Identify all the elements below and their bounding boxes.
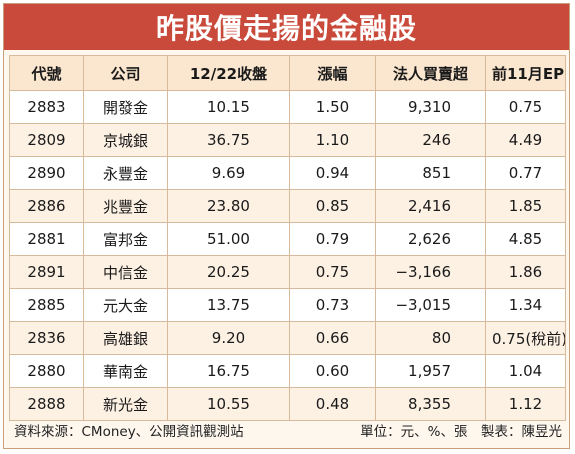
cell-net-trade: 851: [375, 156, 486, 190]
source-note: 資料來源：CMoney、公開資訊觀測站: [14, 424, 244, 440]
cell-company: 新光金: [83, 387, 168, 421]
cell-close: 20.25: [167, 255, 290, 289]
cell-net-trade: 246: [375, 123, 486, 157]
cell-change: 0.75: [289, 255, 376, 289]
cell-code: 2891: [9, 255, 84, 289]
cell-close: 9.20: [167, 321, 290, 355]
cell-change: 0.85: [289, 189, 376, 223]
cell-change: 1.10: [289, 123, 376, 157]
cell-change: 0.73: [289, 288, 376, 322]
table-row: 2890 永豐金 9.69 0.94 851 0.77: [9, 156, 566, 190]
cell-company: 元大金: [83, 288, 168, 322]
cell-net-trade: −3,015: [375, 288, 486, 322]
cell-close: 10.15: [167, 90, 290, 124]
cell-close: 16.75: [167, 354, 290, 388]
cell-code: 2888: [9, 387, 84, 421]
header-company: 公司: [83, 55, 168, 91]
cell-company: 開發金: [83, 90, 168, 124]
cell-code: 2885: [9, 288, 84, 322]
page-title: 昨股價走揚的金融股: [4, 4, 569, 50]
table-row: 2886 兆豐金 23.80 0.85 2,416 1.85: [9, 189, 566, 223]
table-row: 2891 中信金 20.25 0.75 −3,166 1.86: [9, 255, 566, 289]
cell-change: 0.60: [289, 354, 376, 388]
unit-note: 單位：元、%、張 製表：陳昱光: [360, 424, 562, 440]
header-change: 漲幅: [289, 55, 376, 91]
cell-code: 2880: [9, 354, 84, 388]
cell-eps: 0.75: [485, 90, 566, 124]
cell-change: 0.66: [289, 321, 376, 355]
cell-close: 10.55: [167, 387, 290, 421]
cell-change: 1.50: [289, 90, 376, 124]
footer: 資料來源：CMoney、公開資訊觀測站 單位：元、%、張 製表：陳昱光: [14, 418, 562, 442]
cell-change: 0.79: [289, 222, 376, 256]
cell-net-trade: 8,355: [375, 387, 486, 421]
cell-company: 中信金: [83, 255, 168, 289]
data-table: 代號 公司 12/22收盤 漲幅 法人買賣超 前11月EPS 2883開發金10…: [9, 55, 566, 421]
cell-code: 2886: [9, 189, 84, 223]
cell-company: 高雄銀: [83, 321, 168, 355]
cell-close: 13.75: [167, 288, 290, 322]
cell-change: 0.48: [289, 387, 376, 421]
cell-change: 0.94: [289, 156, 376, 190]
cell-eps: 0.75(稅前): [485, 321, 566, 355]
table-header: 代號 公司 12/22收盤 漲幅 法人買賣超 前11月EPS: [9, 55, 566, 91]
header-code: 代號: [9, 55, 84, 91]
cell-eps: 1.04: [485, 354, 566, 388]
cell-company: 兆豐金: [83, 189, 168, 223]
cell-close: 23.80: [167, 189, 290, 223]
cell-company: 京城銀: [83, 123, 168, 157]
header-row: 代號 公司 12/22收盤 漲幅 法人買賣超 前11月EPS: [9, 55, 566, 91]
cell-net-trade: 2,416: [375, 189, 486, 223]
cell-net-trade: 9,310: [375, 90, 486, 124]
cell-close: 51.00: [167, 222, 290, 256]
cell-close: 9.69: [167, 156, 290, 190]
cell-eps: 1.86: [485, 255, 566, 289]
cell-net-trade: 2,626: [375, 222, 486, 256]
cell-code: 2809: [9, 123, 84, 157]
header-net-trade: 法人買賣超: [375, 55, 486, 91]
table-body: 2883 開發金 10.15 1.50 9,310 0.75 2809 京城銀 36.75 1.1…: [9, 90, 566, 421]
cell-net-trade: 80: [375, 321, 486, 355]
cell-eps: 1.12: [485, 387, 566, 421]
header-eps: 前11月EPS: [485, 55, 566, 91]
table-row: 2836 高雄銀 9.20 0.66 80 0.75(稅前): [9, 321, 566, 355]
table-row: 2888 新光金 10.55 0.48 8,355 1.12: [9, 387, 566, 421]
cell-code: 2836: [9, 321, 84, 355]
table-row: 2881 富邦金 51.00 0.79 2,626 4.85: [9, 222, 566, 256]
table-row: 2880 華南金 16.75 0.60 1,957 1.04: [9, 354, 566, 388]
table-row: 2809 京城銀 36.75 1.10 246 4.49: [9, 123, 566, 157]
cell-company: 富邦金: [83, 222, 168, 256]
table-row: 2883 開發金 10.15 1.50 9,310 0.75: [9, 90, 566, 124]
cell-code: 2883: [9, 90, 84, 124]
cell-eps: 1.85: [485, 189, 566, 223]
table-row: 2885 元大金 13.75 0.73 −3,015 1.34: [9, 288, 566, 322]
cell-eps: 1.34: [485, 288, 566, 322]
header-close: 12/22收盤: [167, 55, 290, 91]
cell-eps: 4.85: [485, 222, 566, 256]
cell-net-trade: 1,957: [375, 354, 486, 388]
cell-close: 36.75: [167, 123, 290, 157]
cell-code: 2890: [9, 156, 84, 190]
cell-company: 華南金: [83, 354, 168, 388]
cell-code: 2881: [9, 222, 84, 256]
cell-company: 永豐金: [83, 156, 168, 190]
cell-eps: 4.49: [485, 123, 566, 157]
cell-net-trade: −3,166: [375, 255, 486, 289]
cell-eps: 0.77: [485, 156, 566, 190]
